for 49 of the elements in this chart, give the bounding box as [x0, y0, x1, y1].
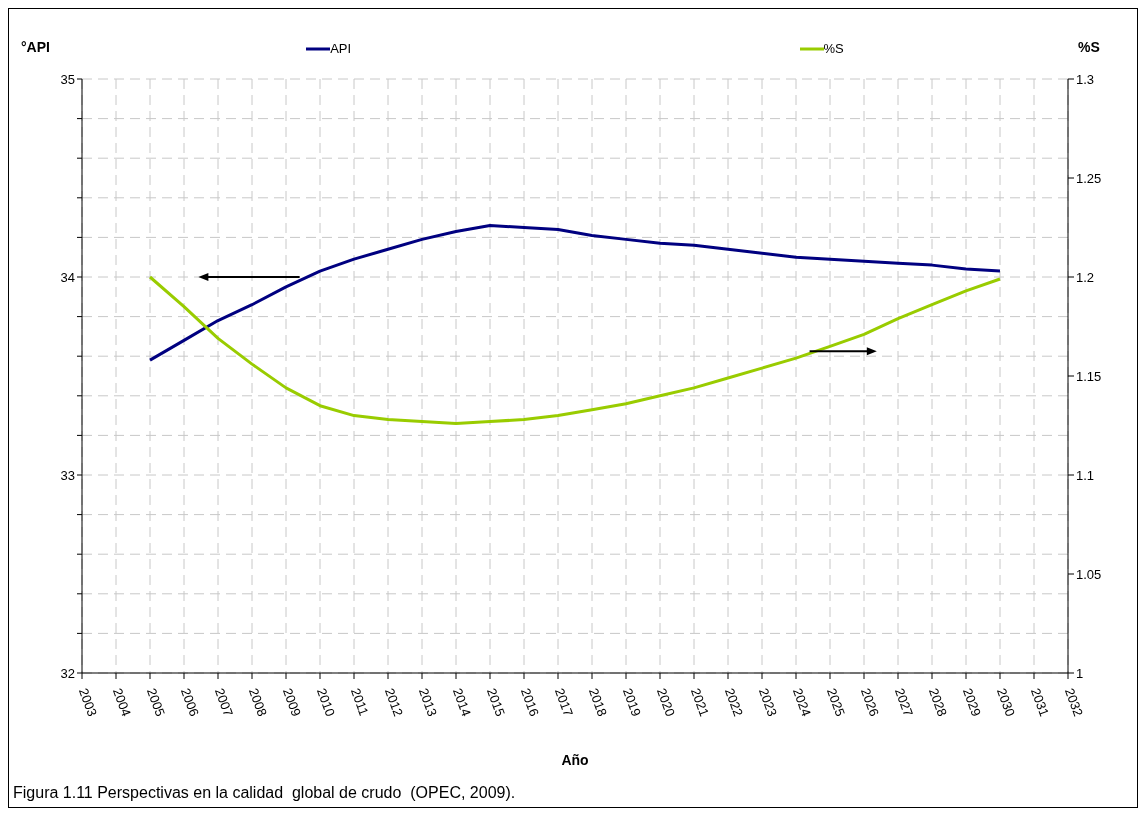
line-series — [148, 275, 1002, 426]
x-tick-label: 2009 — [279, 686, 304, 719]
x-tick-label: 2007 — [211, 686, 236, 719]
x-tick-label: 2023 — [755, 686, 780, 719]
x-tick-label: 2008 — [245, 686, 270, 719]
x-tick-label: 2022 — [721, 686, 746, 719]
y-tick-label: 35 — [60, 71, 75, 87]
x-tick-label: 2012 — [381, 686, 406, 719]
x-tick-label: 2010 — [313, 686, 338, 719]
y-tick-label: 34 — [60, 269, 75, 285]
y2-axis-title: %S — [1078, 39, 1100, 55]
x-tick-label: 2016 — [517, 686, 542, 719]
x-tick-label: 2014 — [449, 686, 474, 719]
x-tick-label: 2020 — [653, 686, 678, 719]
x-tick-label: 2032 — [1061, 686, 1086, 719]
x-tick-label: 2013 — [415, 686, 440, 719]
x-tick-label: 2006 — [177, 686, 202, 719]
x-tick-label: 2024 — [789, 686, 814, 719]
y2-tick-label: 1 — [1076, 665, 1084, 681]
y-tick-label: 33 — [60, 467, 75, 483]
x-tick-label: 2017 — [551, 686, 576, 719]
x-tick-label: 2028 — [925, 686, 950, 719]
legend-label: API — [330, 41, 352, 56]
y2-tick-label: 1.1 — [1076, 467, 1095, 483]
y2-tick-label: 1.25 — [1076, 170, 1102, 186]
x-tick-label: 2015 — [483, 686, 508, 719]
line-series — [148, 224, 1002, 362]
x-tick-label: 2004 — [109, 686, 134, 719]
legend-label: %S — [823, 41, 844, 56]
x-tick-label: 2027 — [891, 686, 916, 719]
y2-tick-label: 1.3 — [1076, 71, 1095, 87]
x-tick-label: 2031 — [1027, 686, 1052, 719]
y-axis-title: °API — [21, 39, 50, 55]
x-tick-label: 2029 — [959, 686, 984, 719]
y-tick-label: 32 — [60, 665, 75, 681]
x-tick-label: 2030 — [993, 686, 1018, 719]
x-tick-label: 2025 — [823, 686, 848, 719]
y2-tick-label: 1.15 — [1076, 368, 1102, 384]
x-tick-label: 2005 — [143, 686, 168, 719]
x-tick-label: 2003 — [75, 686, 100, 719]
x-axis-title: Año — [560, 752, 590, 768]
x-tick-label: 2018 — [585, 686, 610, 719]
y2-tick-label: 1.2 — [1076, 269, 1095, 285]
x-tick-label: 2026 — [857, 686, 882, 719]
x-tick-label: 2019 — [619, 686, 644, 719]
text: Figura 1.11 Perspectivas en la calidad global de crudo (OPEC, 2009). — [13, 784, 516, 802]
x-tick-label: 2021 — [687, 686, 712, 719]
x-tick-label: 2011 — [347, 686, 372, 718]
y2-tick-label: 1.05 — [1076, 566, 1102, 582]
